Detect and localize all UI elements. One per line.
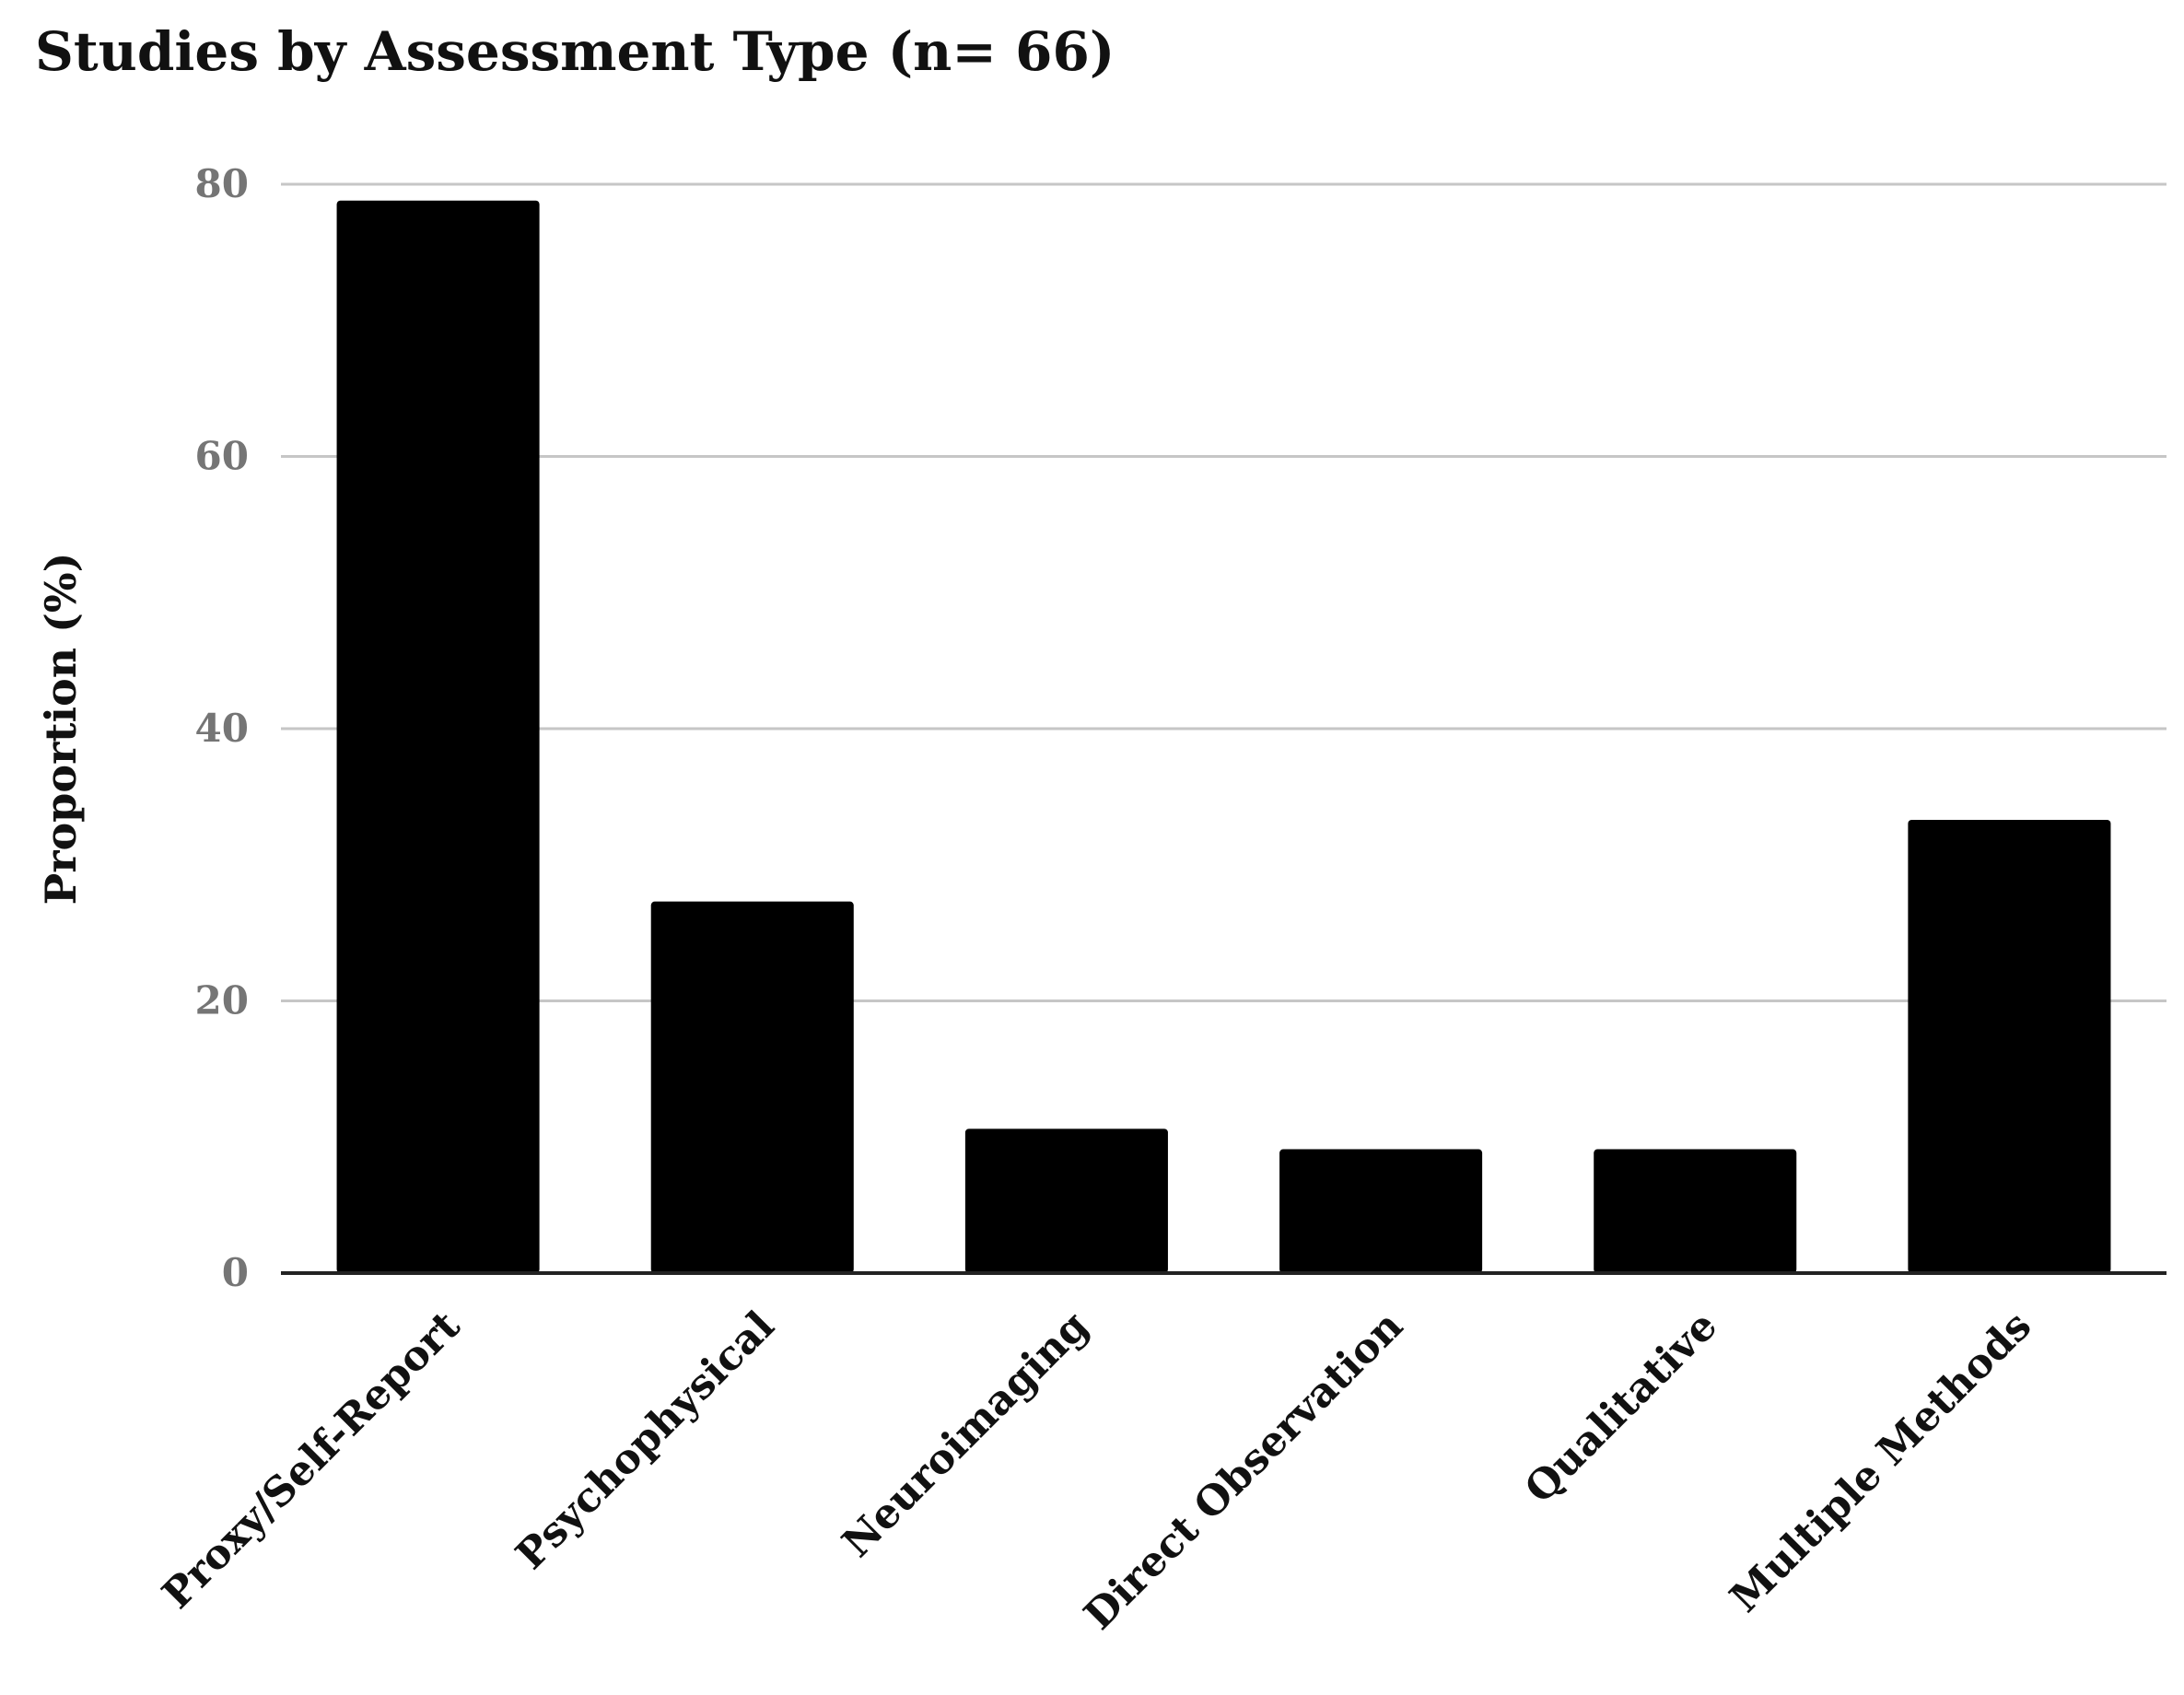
bar — [1279, 1149, 1483, 1273]
y-tick-label: 80 — [195, 161, 249, 206]
y-tick-label: 20 — [195, 978, 249, 1023]
y-tick-label: 60 — [195, 434, 249, 479]
y-axis-ticks: 0 20 40 60 80 — [195, 161, 249, 1295]
y-tick-label: 0 — [222, 1250, 249, 1295]
x-tick-label: Neuroimaging — [834, 1303, 1098, 1567]
chart-title: Studies by Assessment Type (n= 66) — [35, 20, 1115, 83]
x-tick-label: Psychophysical — [507, 1303, 783, 1579]
x-tick-label: Qualitative — [1516, 1303, 1726, 1513]
bar — [336, 200, 540, 1274]
bar — [650, 901, 854, 1273]
bars — [336, 200, 2111, 1274]
x-tick-label: Direct Observation — [1075, 1303, 1412, 1640]
bar — [1594, 1149, 1797, 1273]
gridlines — [281, 182, 2166, 1002]
bar — [964, 1128, 1168, 1273]
y-axis-title: Proportion (%) — [36, 553, 86, 906]
y-tick-label: 40 — [195, 706, 249, 751]
x-tick-label: Proxy/Self-Report — [154, 1302, 470, 1618]
x-axis-labels: Proxy/Self-Report Psychophysical Neuroimag… — [154, 1302, 2041, 1639]
x-tick-label: Multiple Methods — [1722, 1303, 2041, 1622]
bar — [1908, 819, 2111, 1273]
